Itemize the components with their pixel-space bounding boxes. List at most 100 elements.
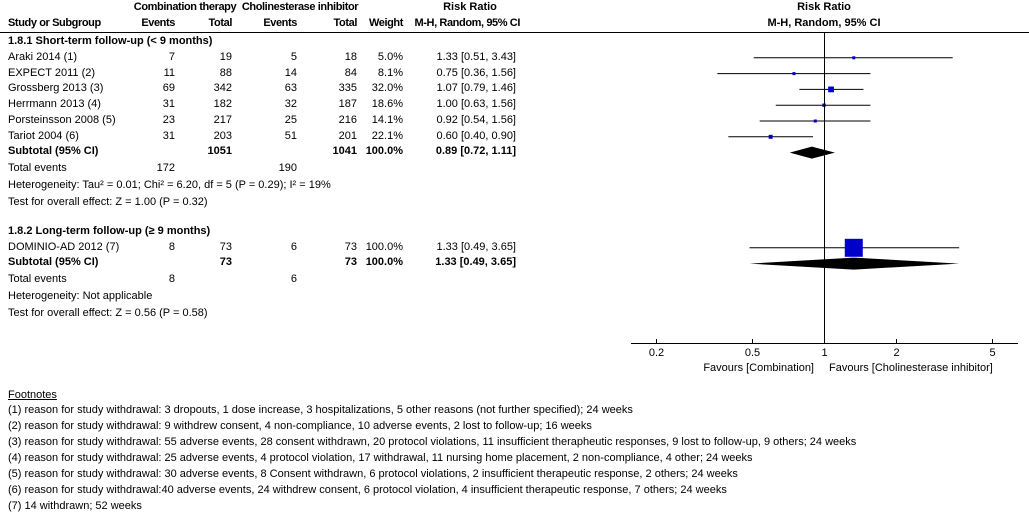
weight: 100.0% [365,240,403,253]
group2-header: Cholinesterase inhibitor [241,1,359,13]
events2: 190 [278,162,297,175]
study-name: Tariot 2004 (6) [8,129,79,142]
risk-ratio-ci: 0.60 [0.40, 0.90] [436,129,516,142]
total1: 88 [219,66,232,79]
subgroup-title: 1.8.1 Short-term follow-up (< 9 months) [8,35,213,47]
heterogeneity: Heterogeneity: Tau² = 0.01; Chi² = 6.20,… [8,179,331,192]
footnote: (7) 14 withdrawn; 52 weeks [8,500,142,512]
study-name: Araki 2014 (1) [8,50,78,63]
study-marker [813,119,817,123]
header-divider [0,32,1029,33]
weight: 100.0% [365,255,403,268]
subgroup-title: 1.8.2 Long-term follow-up (≥ 9 months) [8,225,211,237]
total2: 18 [344,50,357,63]
plot-header: Risk Ratio [797,1,851,13]
weight-header: Weight [368,17,403,29]
total1: 217 [213,114,232,126]
total1: 342 [213,82,232,95]
footnote: (2) reason for study withdrawal: 9 withd… [8,420,592,432]
events2: 51 [284,129,297,142]
total-events-label: Total events [8,162,67,175]
study-marker [792,72,796,76]
footnote: (4) reason for study withdrawal: 25 adve… [8,452,753,464]
events2: 6 [290,240,297,253]
total2: 84 [344,66,357,79]
study-name: Herrmann 2013 (4) [8,98,101,111]
events2: 14 [284,66,297,79]
events1: 23 [162,114,175,126]
study-name: DOMINIO-AD 2012 (7) [8,240,120,253]
total1: 73 [219,240,232,253]
events1-header: Events [141,17,175,29]
total1: 19 [219,50,232,63]
subtotal-diamond [789,146,835,159]
rr-header: Risk Ratio [443,1,497,13]
risk-ratio-ci: 0.75 [0.36, 1.56] [436,66,516,79]
group1-header: Combination therapy [133,1,237,13]
risk-ratio-ci: 0.89 [0.72, 1.11] [435,144,516,157]
events1: 11 [163,66,175,79]
study-column-header: Study or Subgroup [8,17,101,29]
total1: 73 [219,255,232,268]
risk-ratio-ci: 1.33 [0.49, 3.65] [436,240,516,253]
events1: 8 [168,240,175,253]
events2-header: Events [263,17,297,29]
subtotal-label: Subtotal (95% CI) [8,144,99,157]
footnote: (6) reason for study withdrawal:40 adver… [8,484,727,496]
favours-right-label: Favours [Cholinesterase inhibitor] [829,362,993,374]
events1: 31 [162,98,175,111]
x-tick-label: 0.5 [744,347,761,359]
forest-plot-graphic [631,32,1018,344]
subtotal-diamond [749,257,960,270]
study-marker [852,56,856,60]
study-marker [828,86,834,93]
risk-ratio-ci: 1.33 [0.51, 3.43] [436,50,516,63]
footnote: (1) reason for study withdrawal: 3 dropo… [8,404,633,416]
total-events-label: Total events [8,273,67,286]
risk-ratio-ci: 1.00 [0.63, 1.56] [436,98,516,111]
x-tick-label: 0.2 [648,347,665,359]
total2: 73 [344,240,357,253]
study-name: EXPECT 2011 (2) [8,66,96,79]
overall-effect: Test for overall effect: Z = 1.00 (P = 0… [8,195,208,208]
weight: 8.1% [377,66,403,79]
events1: 31 [162,129,175,142]
total1-header: Total [208,17,233,29]
total2: 1041 [332,144,357,157]
events2: 6 [290,273,297,286]
overall-effect: Test for overall effect: Z = 0.56 (P = 0… [8,306,208,319]
x-tick-label: 1 [821,347,828,359]
weight: 14.1% [371,114,403,126]
footnotes-title: Footnotes [8,389,57,401]
total1: 182 [213,98,232,111]
total2: 216 [338,114,357,126]
plot-subheader: M-H, Random, 95% CI [767,17,881,29]
events1: 7 [168,50,175,63]
total1: 1051 [207,144,232,157]
study-name: Porsteinsson 2008 (5) [8,114,116,126]
weight: 32.0% [371,82,403,95]
events1: 8 [168,273,175,286]
study-marker [844,238,863,257]
subtotal-label: Subtotal (95% CI) [8,255,99,268]
study-marker [768,134,773,139]
weight: 18.6% [371,98,403,111]
footnote: (3) reason for study withdrawal: 55 adve… [8,436,857,448]
weight: 22.1% [371,129,403,142]
events2: 63 [284,82,297,95]
events1: 172 [156,162,175,175]
risk-ratio-ci: 1.07 [0.79, 1.46] [436,82,516,95]
weight: 5.0% [377,50,403,63]
favours-left-label: Favours [Combination] [703,362,814,374]
total2: 201 [338,129,357,142]
risk-ratio-ci: 0.92 [0.54, 1.56] [436,114,516,126]
total2-header: Total [333,17,358,29]
x-tick-label: 5 [989,347,996,359]
study-name: Grossberg 2013 (3) [8,82,104,95]
total2: 73 [344,255,357,268]
risk-ratio-ci: 1.33 [0.49, 3.65] [435,255,516,268]
events2: 25 [284,114,297,126]
total1: 203 [213,129,232,142]
rr-subheader: M-H, Random, 95% CI [414,17,521,29]
events2: 5 [290,50,297,63]
